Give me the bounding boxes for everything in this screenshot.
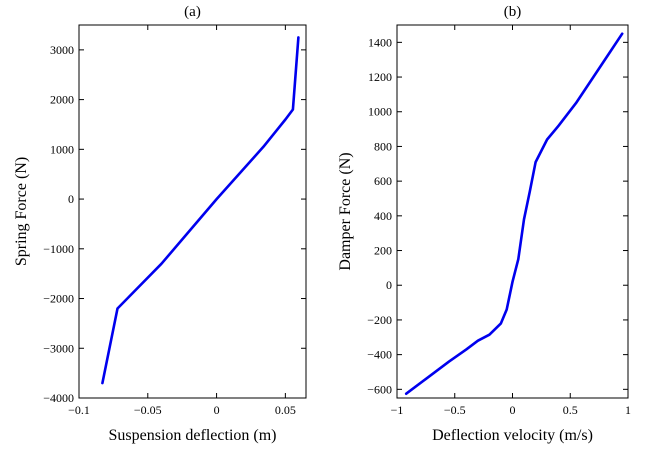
y-tick-label: 0 xyxy=(68,192,74,206)
x-tick-label: 0 xyxy=(214,403,220,417)
panel-b: −1 −0.5 0 0.5 1 −600 −400 −200 0 200 400 600 800 1000… xyxy=(337,4,631,444)
panel-title: (b) xyxy=(504,4,522,20)
y-tick-label: −2000 xyxy=(43,292,74,306)
x-tick-label: −0.5 xyxy=(444,403,466,417)
axes-frame xyxy=(396,24,629,399)
x-tick-label: −0.1 xyxy=(68,403,90,417)
y-tick-label: −3000 xyxy=(43,341,74,355)
y-tick-label: 2000 xyxy=(50,93,74,107)
y-axis-label: Spring Force (N) xyxy=(13,157,30,266)
y-tick-label: 3000 xyxy=(50,43,74,57)
x-tick-label: 0 xyxy=(510,403,516,417)
x-tick-label: 0.5 xyxy=(563,403,578,417)
y-axis-label: Damper Force (N) xyxy=(337,152,354,270)
y-tick-label: 200 xyxy=(374,244,392,258)
x-axis-label: Deflection velocity (m/s) xyxy=(432,427,593,444)
x-tick-label: 1 xyxy=(625,403,631,417)
y-tick-label: −600 xyxy=(367,382,392,396)
y-tick-label: 1200 xyxy=(368,70,392,84)
x-tick-label: −0.05 xyxy=(134,403,162,417)
y-tick-label: 400 xyxy=(374,209,392,223)
axes-frame xyxy=(78,24,307,399)
y-tick-label: −1000 xyxy=(43,242,74,256)
y-tick-label: −4000 xyxy=(43,391,74,405)
y-tick-label: −400 xyxy=(367,348,392,362)
series-line xyxy=(101,36,300,385)
y-tick-label: 1400 xyxy=(368,35,392,49)
x-tick-label: −1 xyxy=(391,403,404,417)
y-tick-label: 1000 xyxy=(50,142,74,156)
x-axis-label: Suspension deflection (m) xyxy=(109,427,277,444)
x-tick-label: 0.05 xyxy=(275,403,296,417)
y-tick-label: 1000 xyxy=(368,105,392,119)
panel-title: (a) xyxy=(184,4,201,20)
y-tick-label: 0 xyxy=(386,278,392,292)
y-tick-label: −200 xyxy=(367,313,392,327)
series-line xyxy=(404,32,624,396)
panel-a: −0.1 −0.05 0 0.05 −4000 −3000 −2000 −1000 0 1000 2… xyxy=(13,4,307,444)
y-tick-label: 800 xyxy=(374,139,392,153)
y-tick-label: 600 xyxy=(374,174,392,188)
